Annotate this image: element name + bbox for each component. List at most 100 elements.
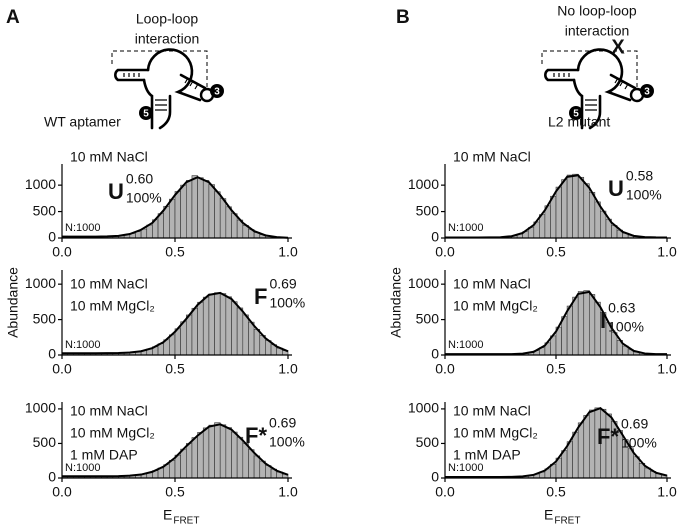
fit-line bbox=[62, 176, 289, 239]
x-tick-label: 0.5 bbox=[546, 244, 566, 260]
y-tick-label: 0 bbox=[48, 229, 56, 245]
state-label: U bbox=[108, 179, 124, 204]
bar bbox=[588, 409, 596, 479]
y-tick-label: 500 bbox=[416, 434, 440, 450]
count-label: N:1000 bbox=[65, 339, 100, 351]
state-label: F* bbox=[597, 424, 619, 449]
base-pairs bbox=[123, 73, 199, 111]
x-axis-label-subscript: FRET bbox=[554, 516, 580, 527]
x-tick-label: 0.5 bbox=[546, 361, 566, 377]
bar bbox=[588, 294, 596, 356]
bar bbox=[253, 455, 261, 479]
x-tick-label: 0.0 bbox=[52, 361, 72, 377]
bar bbox=[594, 201, 601, 239]
bar bbox=[588, 191, 596, 239]
y-tick-label: 1000 bbox=[408, 176, 439, 192]
condition-label: 10 mM NaCl bbox=[453, 149, 531, 165]
end-marker bbox=[640, 84, 654, 98]
bar bbox=[174, 328, 181, 356]
state-fraction: 100% bbox=[621, 435, 657, 451]
fit-line bbox=[445, 407, 668, 478]
bar bbox=[191, 437, 198, 479]
bar bbox=[539, 214, 546, 239]
state-fraction: 100% bbox=[269, 434, 305, 450]
bar bbox=[169, 460, 176, 479]
bar bbox=[214, 292, 221, 356]
state-mean: 0.69 bbox=[269, 415, 296, 431]
end-label: 3 bbox=[644, 87, 650, 98]
bar bbox=[583, 415, 590, 479]
x-tick-label: 0.5 bbox=[546, 484, 566, 500]
y-tick-label: 0 bbox=[48, 469, 56, 485]
bar bbox=[225, 296, 232, 356]
bar bbox=[236, 307, 244, 356]
condition-label: 10 mM MgCl₂ bbox=[453, 298, 538, 314]
bar bbox=[550, 195, 557, 239]
bar bbox=[572, 296, 579, 356]
y-tick-label: 0 bbox=[431, 346, 439, 362]
x-tick-label: 0.0 bbox=[52, 484, 72, 500]
bar bbox=[583, 183, 590, 239]
bar bbox=[600, 210, 607, 239]
y-axis-label: Abundance bbox=[5, 267, 21, 338]
bar bbox=[566, 441, 573, 479]
y-tick-label: 500 bbox=[33, 202, 57, 218]
bar bbox=[225, 427, 232, 479]
bar bbox=[248, 321, 255, 356]
diagram-label: No loop-loop bbox=[557, 3, 637, 19]
aptamer-diagram: No loop-loop interaction 3 5 X L2 mutant bbox=[541, 3, 654, 130]
state-label: F* bbox=[245, 423, 267, 448]
end-label: 5 bbox=[573, 109, 579, 120]
bar bbox=[186, 443, 193, 479]
bar bbox=[174, 191, 181, 239]
base-pairs bbox=[553, 73, 629, 111]
x-tick-label: 0.0 bbox=[435, 244, 455, 260]
bar bbox=[197, 177, 204, 239]
state-label: U bbox=[608, 176, 624, 201]
y-tick-label: 1000 bbox=[408, 400, 439, 416]
count-label: N:1000 bbox=[448, 462, 483, 474]
loop bbox=[576, 48, 637, 102]
panel-label: B bbox=[396, 7, 410, 28]
end-label: 3 bbox=[214, 87, 220, 98]
bar bbox=[163, 205, 170, 239]
diagram-name: WT aptamer bbox=[44, 114, 121, 130]
bar bbox=[202, 427, 210, 479]
count-label: N:1000 bbox=[65, 222, 100, 234]
bar bbox=[561, 179, 568, 239]
bar bbox=[174, 454, 181, 479]
state-label: I bbox=[600, 308, 606, 333]
interaction-bracket bbox=[111, 50, 208, 88]
bar bbox=[236, 436, 244, 479]
condition-label: 10 mM NaCl bbox=[453, 403, 531, 419]
condition-label: 10 mM NaCl bbox=[70, 276, 148, 292]
hairpin-left bbox=[114, 68, 150, 82]
x-tick-label: 0.0 bbox=[435, 361, 455, 377]
condition-label: 10 mM MgCl₂ bbox=[70, 425, 155, 441]
bar bbox=[577, 422, 585, 479]
bar bbox=[191, 175, 198, 239]
bar bbox=[186, 180, 193, 239]
x-tick-label: 0.5 bbox=[165, 361, 185, 377]
x-tick-label: 0.0 bbox=[435, 484, 455, 500]
bar bbox=[633, 456, 640, 479]
x-tick-label: 1.0 bbox=[657, 484, 677, 500]
bar bbox=[219, 293, 227, 356]
bar bbox=[583, 290, 590, 356]
x-axis-label: E bbox=[544, 507, 553, 523]
x-tick-label: 1.0 bbox=[657, 244, 677, 260]
state-label: F bbox=[254, 284, 267, 309]
bar bbox=[242, 443, 249, 479]
bar bbox=[555, 186, 562, 239]
y-tick-label: 1000 bbox=[25, 176, 56, 192]
bar bbox=[180, 448, 187, 479]
y-tick-label: 0 bbox=[431, 469, 439, 485]
condition-label: 1 mM DAP bbox=[70, 447, 138, 463]
broken-marker: X bbox=[611, 36, 625, 58]
x-tick-label: 0.5 bbox=[165, 484, 185, 500]
y-tick-label: 1000 bbox=[408, 275, 439, 291]
stem bbox=[142, 78, 172, 130]
y-tick-label: 500 bbox=[416, 310, 440, 326]
bar bbox=[577, 291, 585, 356]
